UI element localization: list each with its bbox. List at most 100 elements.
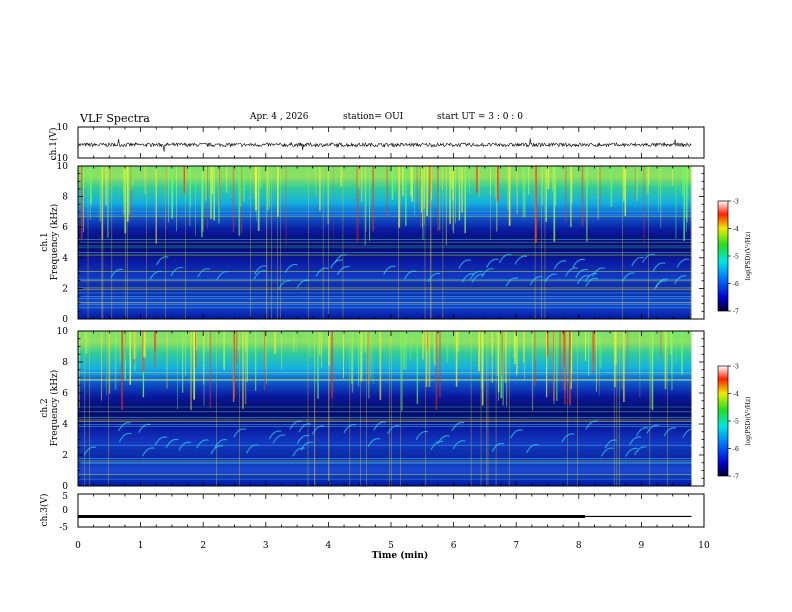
colorbar-tick-label: -4 [733,391,739,398]
chorus-element [600,447,614,457]
chorus-element [83,446,97,456]
chorus-element [296,279,310,289]
frequency-tick-label: 0 [62,482,68,492]
chorus-element [233,428,246,438]
chorus-element [383,265,396,275]
time-tick-label: 5 [388,541,394,551]
chorus-element [469,270,483,281]
time-tick-label: 4 [326,541,332,551]
chorus-element [170,266,184,277]
chorus-element [196,439,209,449]
ch2-ylabel-channel: ch.2 [40,398,50,417]
chorus-element [458,259,472,269]
ch2-ylabel-frequency: Frequency (kHz) [49,370,60,447]
chorus-element [676,258,690,268]
ch1-ylabel-frequency: Frequency (kHz) [49,204,60,281]
ch1-ytick-top: 10 [57,123,69,133]
chorus-element [216,271,230,281]
chorus-element [292,447,305,457]
ch1-spectrogram-image [78,166,692,319]
ch1-ylabel-channel: ch.1 [40,232,50,251]
start-time-label: start UT = 3 : 0 : 0 [437,112,523,122]
time-tick-label: 1 [138,541,144,551]
chorus-element [415,430,429,441]
chorus-element [254,265,267,275]
chorus-element [514,255,528,265]
ch1-trace-line [77,138,692,152]
chorus-element [451,422,465,432]
chorus-element [367,438,381,448]
chorus-element [544,273,557,283]
chorus-element [330,259,343,269]
chorus-element [575,268,588,278]
station-label: station= OUI [343,112,404,122]
chorus-element [642,253,655,263]
chorus-element [110,268,124,278]
ch1-waveform-panel: ch.1(V) 10 -10 [48,123,705,164]
chorus-element [300,441,314,451]
frequency-tick-label: 4 [62,254,68,264]
colorbar-tick-label: -3 [733,364,739,371]
colorbar-tick-label: -5 [733,254,739,261]
time-tick-label: 7 [513,541,519,551]
chorus-element [585,277,598,287]
ch1-colorbar-label: log(PSD)(V²/Hz) [745,232,752,281]
chorus-element [628,436,642,446]
frequency-tick-label: 2 [62,284,68,294]
ch3-ytick-top: 5 [62,492,68,502]
ch1-waveform-trace [77,138,692,152]
chorus-element [505,277,519,287]
frequency-tick-label: 8 [62,193,68,203]
chorus-element [272,434,286,444]
chorus-element [585,420,598,430]
ch2-colorbar [717,365,729,477]
chorus-element [625,447,638,457]
chorus-element [529,276,543,286]
chorus-element [284,263,298,274]
chorus-element [373,421,386,431]
ch1-spectrogram-features [78,166,704,319]
chorus-element [491,442,505,453]
chorus-element [298,423,312,433]
chorus-element [430,440,444,450]
chorus-element [253,270,267,280]
chorus-element [561,433,575,443]
chorus-element [498,253,512,264]
chorus-element [674,275,687,285]
frequency-tick-label: 10 [57,162,69,172]
x-axis-label: Time (min) [372,550,429,561]
frequency-tick-label: 6 [62,389,68,399]
chorus-element [631,256,644,266]
chorus-element [635,427,649,437]
time-tick-label: 0 [75,541,81,551]
ch1-colorbar [717,200,729,312]
chorus-element [278,280,292,290]
time-tick-label: 8 [576,541,582,551]
ch1-ylabel: ch.1(V) [48,128,59,161]
ch3-ytick-mid: 0 [62,506,68,516]
colorbar-tick-label: -3 [733,199,739,206]
figure-title: VLF Spectra [80,112,150,125]
chorus-element [165,438,179,449]
chorus-element [622,272,635,282]
chorus-element [315,267,329,277]
chorus-element [118,422,131,432]
chorus-element [572,258,586,268]
colorbar-tick-label: -5 [733,419,739,426]
chorus-element [118,432,132,442]
chorus-element [652,262,666,272]
chorus-element [486,258,499,268]
chorus-element [427,272,441,282]
chorus-element [526,444,539,454]
time-tick-label: 2 [200,541,206,551]
chorus-element [481,268,495,278]
colorbar-tick-label: -6 [733,281,739,288]
chorus-element [210,445,224,455]
frequency-tick-label: 2 [62,451,68,461]
ch2-colorbar-label: log(PSD)(V²/Hz) [745,397,752,446]
chorus-element [584,272,598,283]
chorus-element [343,424,357,434]
